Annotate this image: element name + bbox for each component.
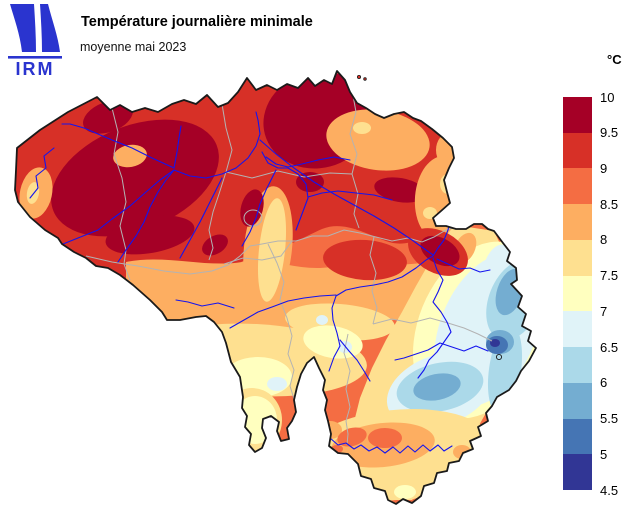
- legend-tick-label: 10: [600, 90, 638, 105]
- legend-cell-0: [563, 97, 592, 133]
- legend-cell-3: [563, 204, 592, 240]
- legend-tick-label: 8: [600, 232, 638, 247]
- logo-right-shape: [40, 4, 60, 52]
- logo-left-shape: [10, 4, 36, 52]
- legend-tick-label: 7: [600, 304, 638, 319]
- legend-cell-9: [563, 419, 592, 455]
- legend-cell-2: [563, 168, 592, 204]
- legend-cell-7: [563, 347, 592, 383]
- legend-cell-5: [563, 276, 592, 312]
- logo-text: IRM: [16, 59, 55, 78]
- baarle-enclave-dot: [357, 75, 360, 78]
- page-title: Température journalière minimale: [81, 14, 313, 30]
- legend-tick-label: 7.5: [600, 268, 638, 283]
- legend-tick-label: 9: [600, 161, 638, 176]
- legend-unit-label: °C: [607, 52, 622, 67]
- legend-tick-label: 6: [600, 375, 638, 390]
- legend-cell-6: [563, 311, 592, 347]
- legend-cell-1: [563, 133, 592, 169]
- belgium-temperature-map: [0, 0, 640, 507]
- legend-cell-4: [563, 240, 592, 276]
- legend-cell-8: [563, 383, 592, 419]
- legend-tick-label: 8.5: [600, 197, 638, 212]
- weather-map-page: IRM Température journalière minimale moy…: [0, 0, 640, 507]
- temperature-field: [0, 50, 572, 507]
- legend-tick-label: 9.5: [600, 125, 638, 140]
- legend-colorbar: [563, 97, 592, 490]
- vennbahn-enclave-dot: [496, 354, 501, 359]
- baarle-enclave-dot: [364, 78, 367, 81]
- legend-tick-label: 4.5: [600, 483, 638, 498]
- legend-tick-label: 6.5: [600, 340, 638, 355]
- legend-tick-label: 5.5: [600, 411, 638, 426]
- legend-tick-label: 5: [600, 447, 638, 462]
- legend-cell-10: [563, 454, 592, 490]
- irm-logo: IRM: [8, 4, 64, 78]
- page-subtitle: moyenne mai 2023: [80, 40, 186, 54]
